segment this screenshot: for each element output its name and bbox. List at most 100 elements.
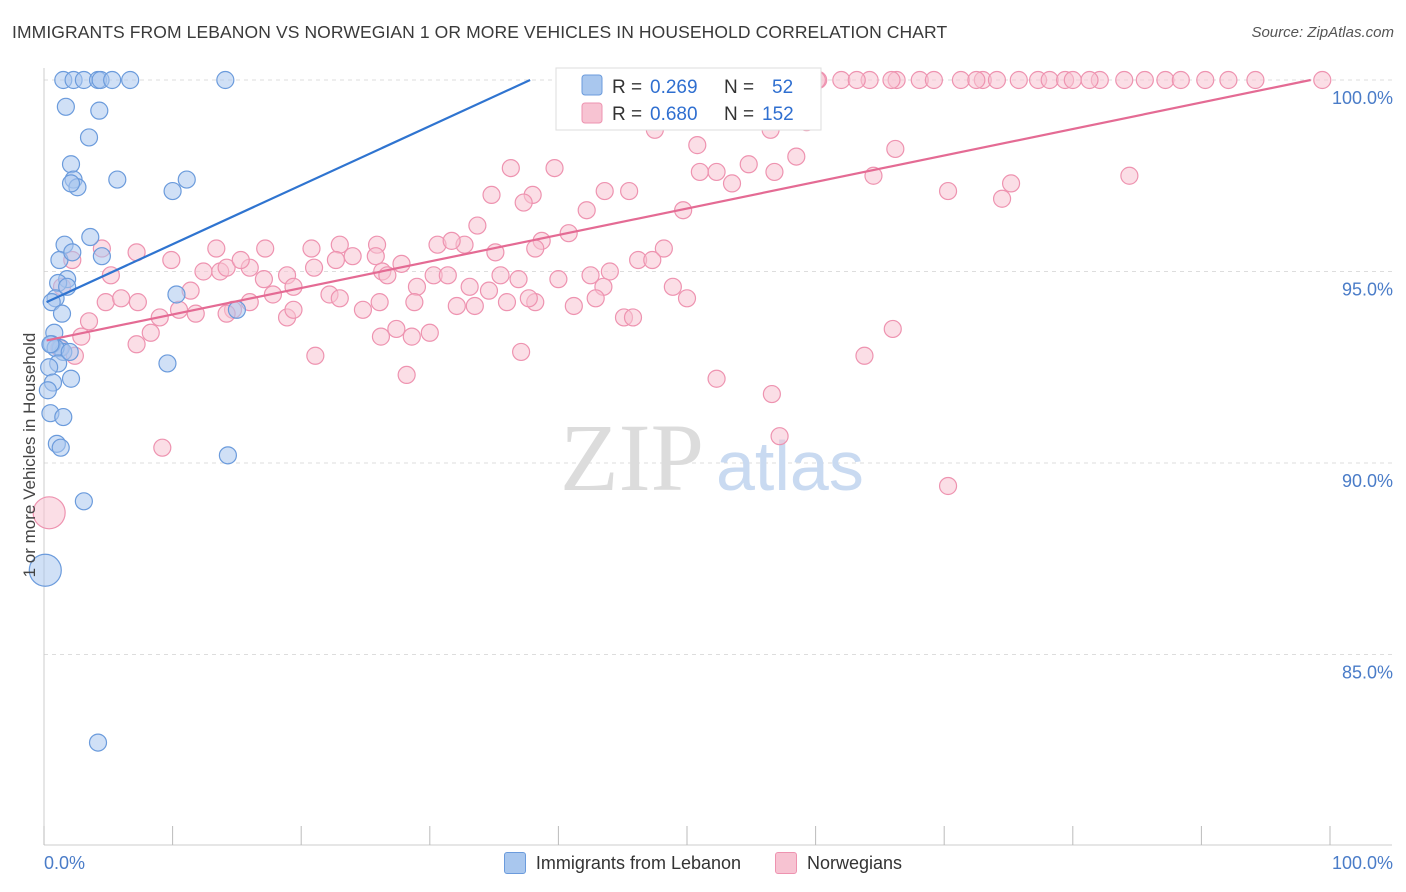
data-point bbox=[366, 247, 385, 266]
data-point bbox=[967, 70, 986, 90]
stats-legend-pink-swatch bbox=[581, 102, 603, 124]
data-point bbox=[770, 427, 789, 446]
data-point bbox=[519, 289, 538, 308]
data-point bbox=[343, 247, 362, 266]
data-point bbox=[739, 155, 758, 174]
data-point bbox=[74, 492, 93, 511]
data-point bbox=[1080, 70, 1099, 90]
legend-label-norwegians: Norwegians bbox=[807, 852, 903, 873]
data-point bbox=[63, 243, 82, 262]
chart-title: IMMIGRANTS FROM LEBANON VS NORWEGIAN 1 O… bbox=[12, 22, 948, 42]
data-point bbox=[158, 354, 177, 373]
x-tick-label-min: 0.0% bbox=[44, 853, 85, 873]
data-point bbox=[167, 285, 186, 304]
trend-lines bbox=[46, 78, 1311, 342]
legend-swatch-lebanon bbox=[503, 852, 526, 874]
data-point bbox=[216, 70, 235, 90]
stats-legend-blue-swatch bbox=[581, 74, 603, 96]
data-point bbox=[1063, 70, 1082, 90]
stats-pink-n-value: 152 bbox=[762, 104, 794, 125]
data-point bbox=[1040, 70, 1059, 90]
data-point bbox=[690, 162, 709, 182]
data-point bbox=[514, 193, 533, 212]
data-point bbox=[162, 250, 181, 270]
data-point bbox=[112, 289, 131, 308]
data-point bbox=[28, 553, 62, 587]
data-point bbox=[526, 239, 545, 258]
stats-blue-n-label: N = bbox=[724, 77, 754, 98]
data-point bbox=[479, 281, 499, 300]
y-tick-label: 85.0% bbox=[1342, 663, 1393, 683]
data-point bbox=[832, 70, 851, 90]
y-tick-label: 95.0% bbox=[1342, 280, 1393, 300]
watermark-zip: ZIP bbox=[560, 404, 704, 511]
data-point bbox=[420, 323, 439, 342]
data-point bbox=[38, 381, 57, 400]
data-point bbox=[405, 293, 424, 312]
data-point bbox=[707, 369, 726, 388]
data-point bbox=[512, 342, 531, 362]
data-point bbox=[207, 239, 226, 258]
data-point bbox=[623, 308, 643, 327]
data-point bbox=[81, 227, 100, 247]
trend-line-lebanon bbox=[46, 79, 531, 304]
data-point bbox=[108, 170, 127, 189]
data-point bbox=[88, 733, 108, 752]
data-point bbox=[545, 158, 564, 178]
data-point bbox=[620, 181, 639, 201]
data-point bbox=[177, 170, 196, 189]
data-point bbox=[72, 327, 91, 346]
y-tick-label: 90.0% bbox=[1342, 471, 1393, 491]
data-point bbox=[194, 262, 213, 281]
data-point bbox=[254, 270, 274, 289]
data-point bbox=[882, 70, 901, 90]
data-point bbox=[447, 296, 466, 316]
data-point bbox=[600, 262, 619, 281]
legend-swatch-norwegians bbox=[775, 852, 798, 874]
legend-item-norwegians: Norwegians bbox=[775, 852, 902, 874]
data-point bbox=[654, 239, 673, 258]
data-point bbox=[402, 327, 421, 346]
data-point bbox=[227, 300, 246, 319]
data-point bbox=[128, 293, 147, 312]
data-point bbox=[141, 323, 160, 342]
data-point bbox=[438, 266, 457, 285]
data-point bbox=[218, 446, 237, 465]
data-point bbox=[1001, 174, 1021, 193]
data-point bbox=[371, 327, 391, 346]
data-point bbox=[938, 476, 958, 496]
data-point bbox=[509, 270, 528, 289]
data-point bbox=[465, 296, 484, 316]
data-point bbox=[56, 97, 75, 116]
data-point bbox=[231, 250, 250, 270]
data-point bbox=[304, 258, 324, 277]
data-point bbox=[92, 247, 111, 266]
data-point bbox=[497, 293, 517, 312]
data-point bbox=[407, 277, 427, 296]
tick-labels: 85.0% 90.0% 95.0% 100.0% 0.0% 100.0% bbox=[44, 88, 1393, 873]
data-point bbox=[549, 270, 568, 289]
data-point bbox=[1196, 70, 1215, 90]
watermark-atlas: atlas bbox=[716, 427, 864, 505]
y-tick-label: 100.0% bbox=[1332, 88, 1393, 108]
data-point bbox=[1115, 70, 1134, 90]
data-point bbox=[353, 300, 373, 319]
data-point bbox=[127, 335, 146, 354]
data-point bbox=[103, 70, 122, 90]
data-point bbox=[90, 101, 109, 120]
stats-blue-r-value: 0.269 bbox=[650, 77, 698, 98]
data-point bbox=[54, 407, 73, 427]
data-point bbox=[564, 296, 583, 316]
data-point bbox=[302, 239, 321, 258]
data-point bbox=[169, 300, 189, 319]
trend-line-norwegians bbox=[46, 78, 1311, 342]
data-point bbox=[501, 158, 520, 178]
data-point bbox=[663, 277, 682, 296]
y-axis-label: 1 or more Vehicles in Household bbox=[20, 333, 39, 578]
data-point bbox=[60, 342, 79, 362]
data-point bbox=[256, 239, 275, 258]
data-point bbox=[677, 289, 697, 308]
data-point bbox=[1156, 70, 1175, 90]
data-point bbox=[1120, 166, 1139, 185]
